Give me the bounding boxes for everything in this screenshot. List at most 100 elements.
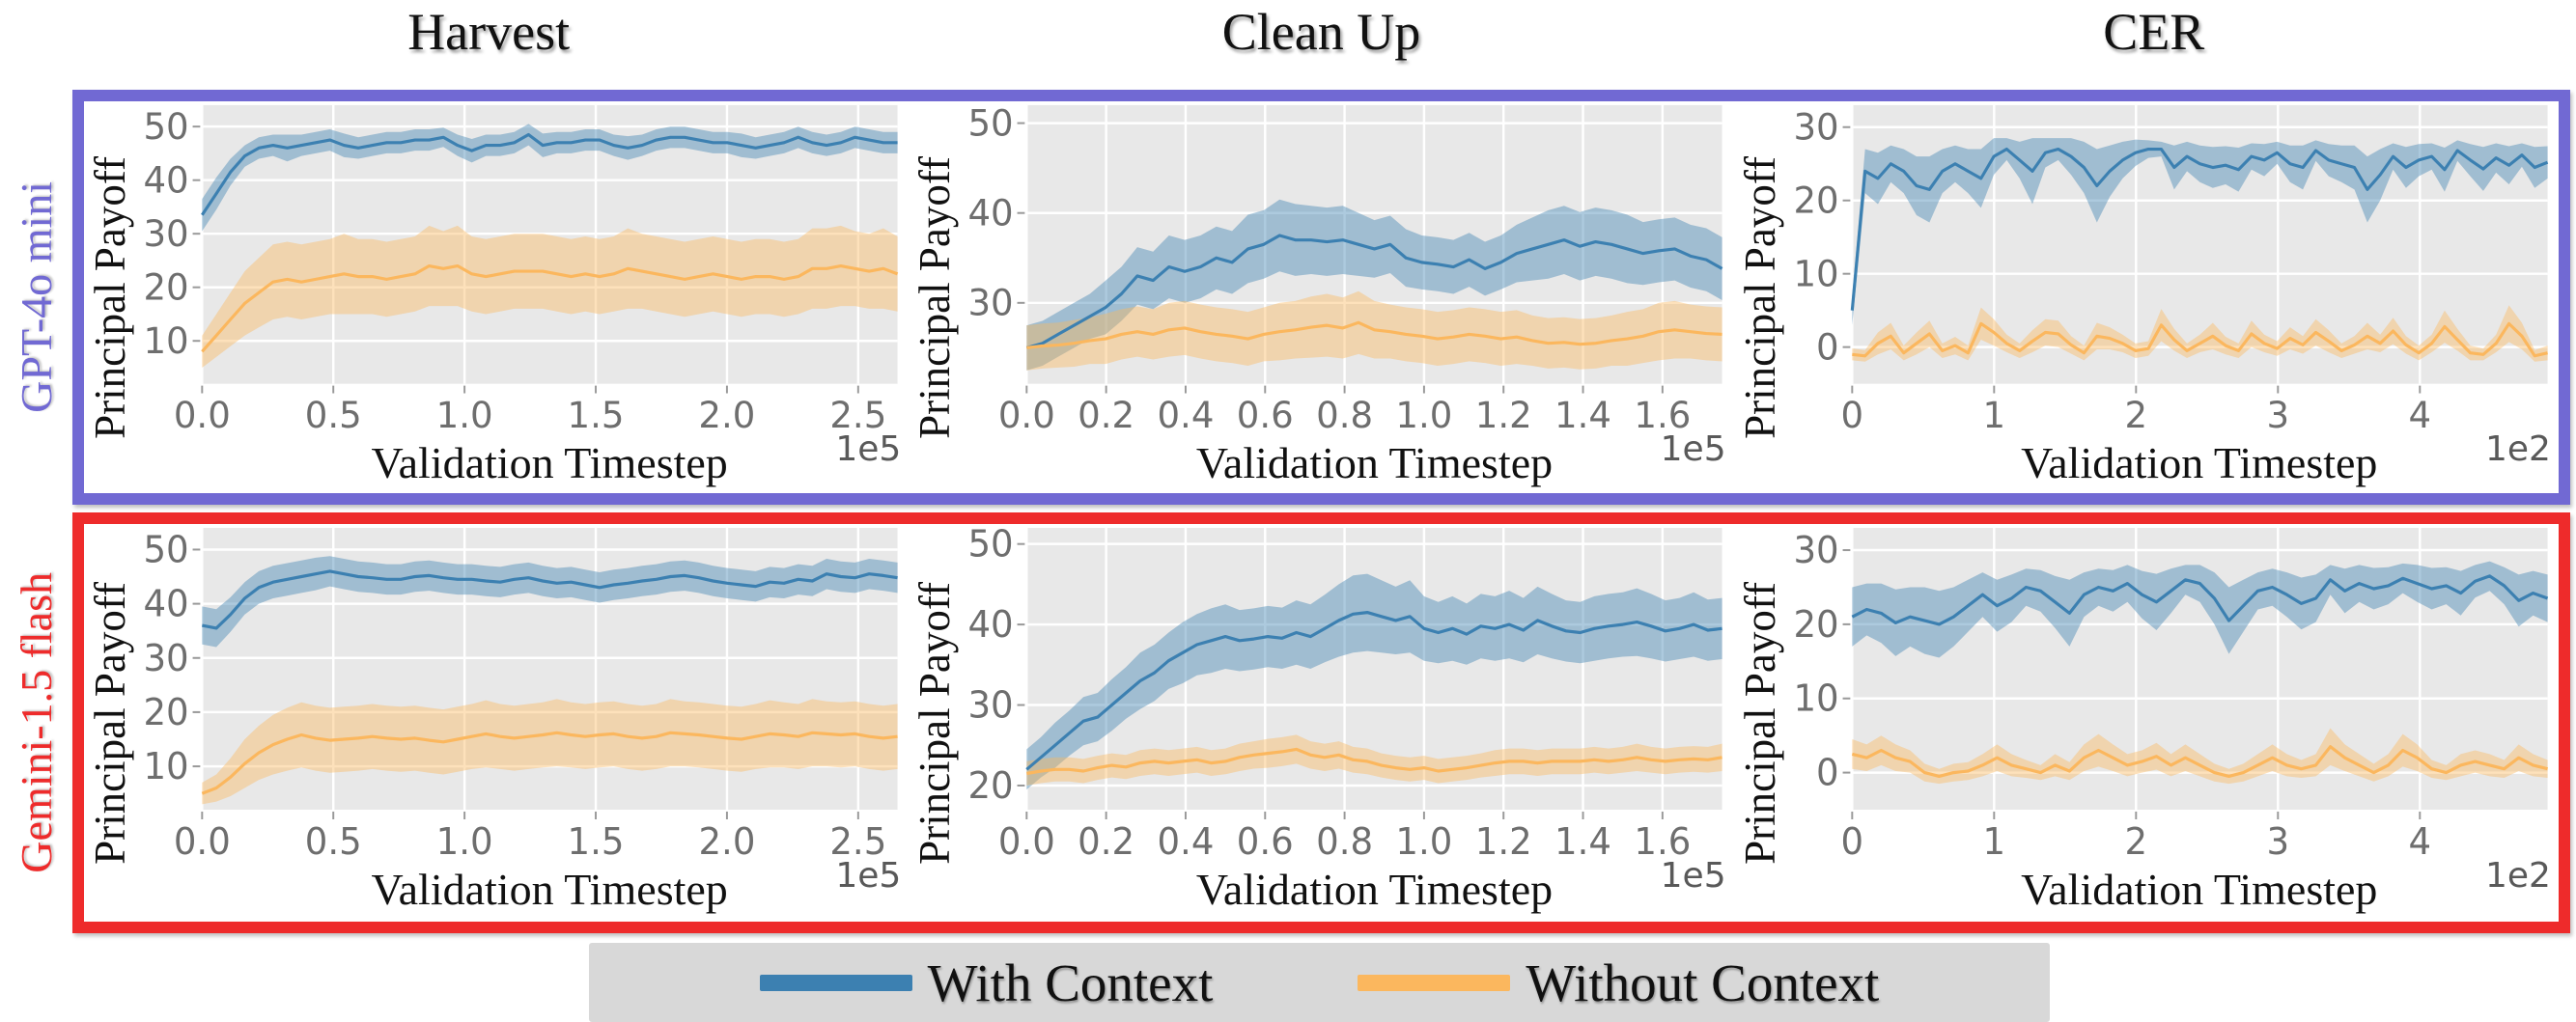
svg-text:2: 2 [2124, 394, 2147, 436]
svg-text:40: 40 [143, 582, 188, 625]
svg-text:1: 1 [1982, 394, 2005, 436]
svg-text:0: 0 [1840, 394, 1863, 436]
svg-text:0.5: 0.5 [305, 820, 362, 864]
svg-text:40: 40 [968, 191, 1014, 234]
column-title-clean-up: Clean Up [1221, 3, 1421, 61]
svg-text:0: 0 [1816, 751, 1839, 794]
x-axis-label: Validation Timestep [1195, 438, 1554, 487]
svg-text:1.0: 1.0 [436, 394, 493, 436]
svg-text:2.5: 2.5 [829, 820, 886, 864]
svg-text:1.2: 1.2 [1475, 394, 1532, 436]
svg-text:30: 30 [968, 683, 1014, 727]
x-axis-label-row: Validation Timestep 1e2 [1786, 429, 2559, 491]
x-axis-offset-label: 1e2 [2484, 429, 2551, 469]
svg-text:0.2: 0.2 [1078, 820, 1134, 864]
x-axis-label: Validation Timestep [371, 865, 728, 914]
svg-text:20: 20 [1793, 602, 1838, 646]
x-axis-label: Validation Timestep [371, 438, 728, 487]
svg-text:1.4: 1.4 [1554, 394, 1611, 436]
legend-label: Without Context [1526, 953, 1880, 1012]
svg-text:0.8: 0.8 [1316, 820, 1373, 864]
svg-text:0.0: 0.0 [174, 394, 231, 436]
row-box-gemini-1-5-flash: Principal Payoff 10 20 30 40 50 0.0 0.5 1.0 1.5 2… [72, 512, 2570, 933]
svg-text:1.2: 1.2 [1475, 820, 1532, 864]
subplot-gemini-harvest: Principal Payoff 10 20 30 40 50 0.0 0.5 1.0 1.5 2… [84, 524, 909, 922]
x-axis-label-row: Validation Timestep 1e5 [136, 856, 909, 918]
svg-text:1.5: 1.5 [568, 394, 625, 436]
svg-text:1.5: 1.5 [568, 820, 625, 864]
svg-text:2: 2 [2124, 820, 2147, 864]
svg-text:30: 30 [143, 636, 188, 679]
subplot-gemini-cer: Principal Payoff 0 10 20 30 0 1 2 3 4 Validation… [1734, 524, 2559, 922]
chart-gemini-clean-up: 20 30 40 50 0.0 0.2 0.4 0.6 0.8 1.0 1.2 1.4 1.6 [968, 524, 1723, 864]
svg-text:1.4: 1.4 [1554, 820, 1611, 864]
chart-gemini-cer: 0 10 20 30 0 1 2 3 4 [1793, 528, 2548, 864]
x-axis-label: Validation Timestep [1195, 865, 1554, 914]
row-label-gemini-1-5-flash: Gemini-1.5 flash [12, 572, 61, 873]
x-axis-offset-label: 1e5 [1660, 856, 1726, 896]
svg-text:0: 0 [1840, 820, 1863, 864]
column-title-harvest: Harvest [407, 3, 571, 61]
svg-text:0.0: 0.0 [998, 394, 1055, 436]
svg-text:0.8: 0.8 [1316, 394, 1373, 436]
column-title-cer: CER [2103, 3, 2205, 61]
svg-text:40: 40 [143, 158, 188, 201]
svg-text:20: 20 [1793, 179, 1838, 221]
x-axis-offset-label: 1e5 [1660, 429, 1726, 469]
x-axis-offset-label: 1e5 [835, 429, 902, 469]
svg-text:10: 10 [1793, 252, 1838, 294]
x-axis-label: Validation Timestep [2021, 438, 2378, 487]
svg-text:0.0: 0.0 [998, 820, 1055, 864]
y-axis-label: Principal Payoff [1735, 155, 1784, 439]
y-axis-label: Principal Payoff [86, 581, 134, 865]
legend-label: With Context [927, 953, 1214, 1012]
x-axis-label-row: Validation Timestep 1e5 [961, 856, 1733, 918]
svg-text:30: 30 [1793, 529, 1838, 572]
svg-text:3: 3 [2266, 820, 2289, 864]
subplot-gpt4o-cer: Principal Payoff 0 10 20 30 0 1 2 3 4 Validation… [1734, 101, 2559, 493]
svg-text:30: 30 [968, 281, 1014, 323]
legend-item-without-context: Without Context [1358, 953, 1879, 1013]
svg-text:0.0: 0.0 [174, 820, 231, 864]
svg-text:1.0: 1.0 [436, 820, 493, 864]
y-axis-label: Principal Payoff [910, 155, 960, 439]
chart-gemini-harvest: 10 20 30 40 50 0.0 0.5 1.0 1.5 2.0 2.5 [143, 528, 898, 864]
svg-text:0.2: 0.2 [1078, 394, 1134, 436]
svg-text:10: 10 [143, 319, 188, 362]
svg-text:4: 4 [2408, 820, 2431, 864]
svg-text:0.5: 0.5 [305, 394, 362, 436]
svg-text:2.5: 2.5 [829, 394, 886, 436]
svg-text:30: 30 [1793, 105, 1838, 148]
svg-text:1.0: 1.0 [1396, 820, 1453, 864]
y-axis-label: Principal Payoff [910, 581, 960, 865]
chart-gpt4o-clean-up: 30 40 50 0.0 0.2 0.4 0.6 0.8 1.0 1.2 1.4 1.6 [968, 101, 1723, 436]
svg-text:30: 30 [143, 212, 188, 255]
row-box-gpt-4o-mini: Principal Payoff 10 20 30 40 50 0.0 0.5 1.0 1.5 2… [72, 90, 2570, 505]
svg-text:50: 50 [143, 105, 188, 148]
x-axis-label: Validation Timestep [2021, 865, 2378, 914]
svg-text:1.6: 1.6 [1635, 820, 1692, 864]
svg-text:0.6: 0.6 [1237, 394, 1294, 436]
x-axis-label-row: Validation Timestep 1e5 [961, 429, 1733, 491]
svg-text:2.0: 2.0 [698, 394, 755, 436]
legend-item-with-context: With Context [759, 953, 1214, 1013]
svg-text:50: 50 [968, 101, 1014, 144]
x-axis-label-row: Validation Timestep 1e2 [1786, 856, 2559, 918]
subplot-gpt4o-clean-up: Principal Payoff 30 40 50 0.0 0.2 0.4 0.6 0.8 1.… [909, 101, 1733, 493]
svg-text:50: 50 [968, 524, 1014, 566]
y-axis-label: Principal Payoff [86, 155, 134, 439]
svg-text:20: 20 [143, 265, 188, 308]
svg-text:20: 20 [968, 764, 1014, 808]
svg-text:0.4: 0.4 [1158, 820, 1215, 864]
x-axis-offset-label: 1e5 [835, 856, 902, 896]
without-context-line-swatch [1358, 974, 1511, 991]
svg-text:10: 10 [1793, 677, 1838, 720]
svg-text:1: 1 [1982, 820, 2005, 864]
svg-text:1.6: 1.6 [1635, 394, 1692, 436]
y-axis-label: Principal Payoff [1735, 581, 1784, 865]
legend: With Context Without Context [589, 943, 2050, 1022]
chart-gpt4o-cer: 0 10 20 30 0 1 2 3 4 [1793, 104, 2548, 436]
svg-text:4: 4 [2408, 394, 2431, 436]
x-axis-label-row: Validation Timestep 1e5 [136, 429, 909, 491]
